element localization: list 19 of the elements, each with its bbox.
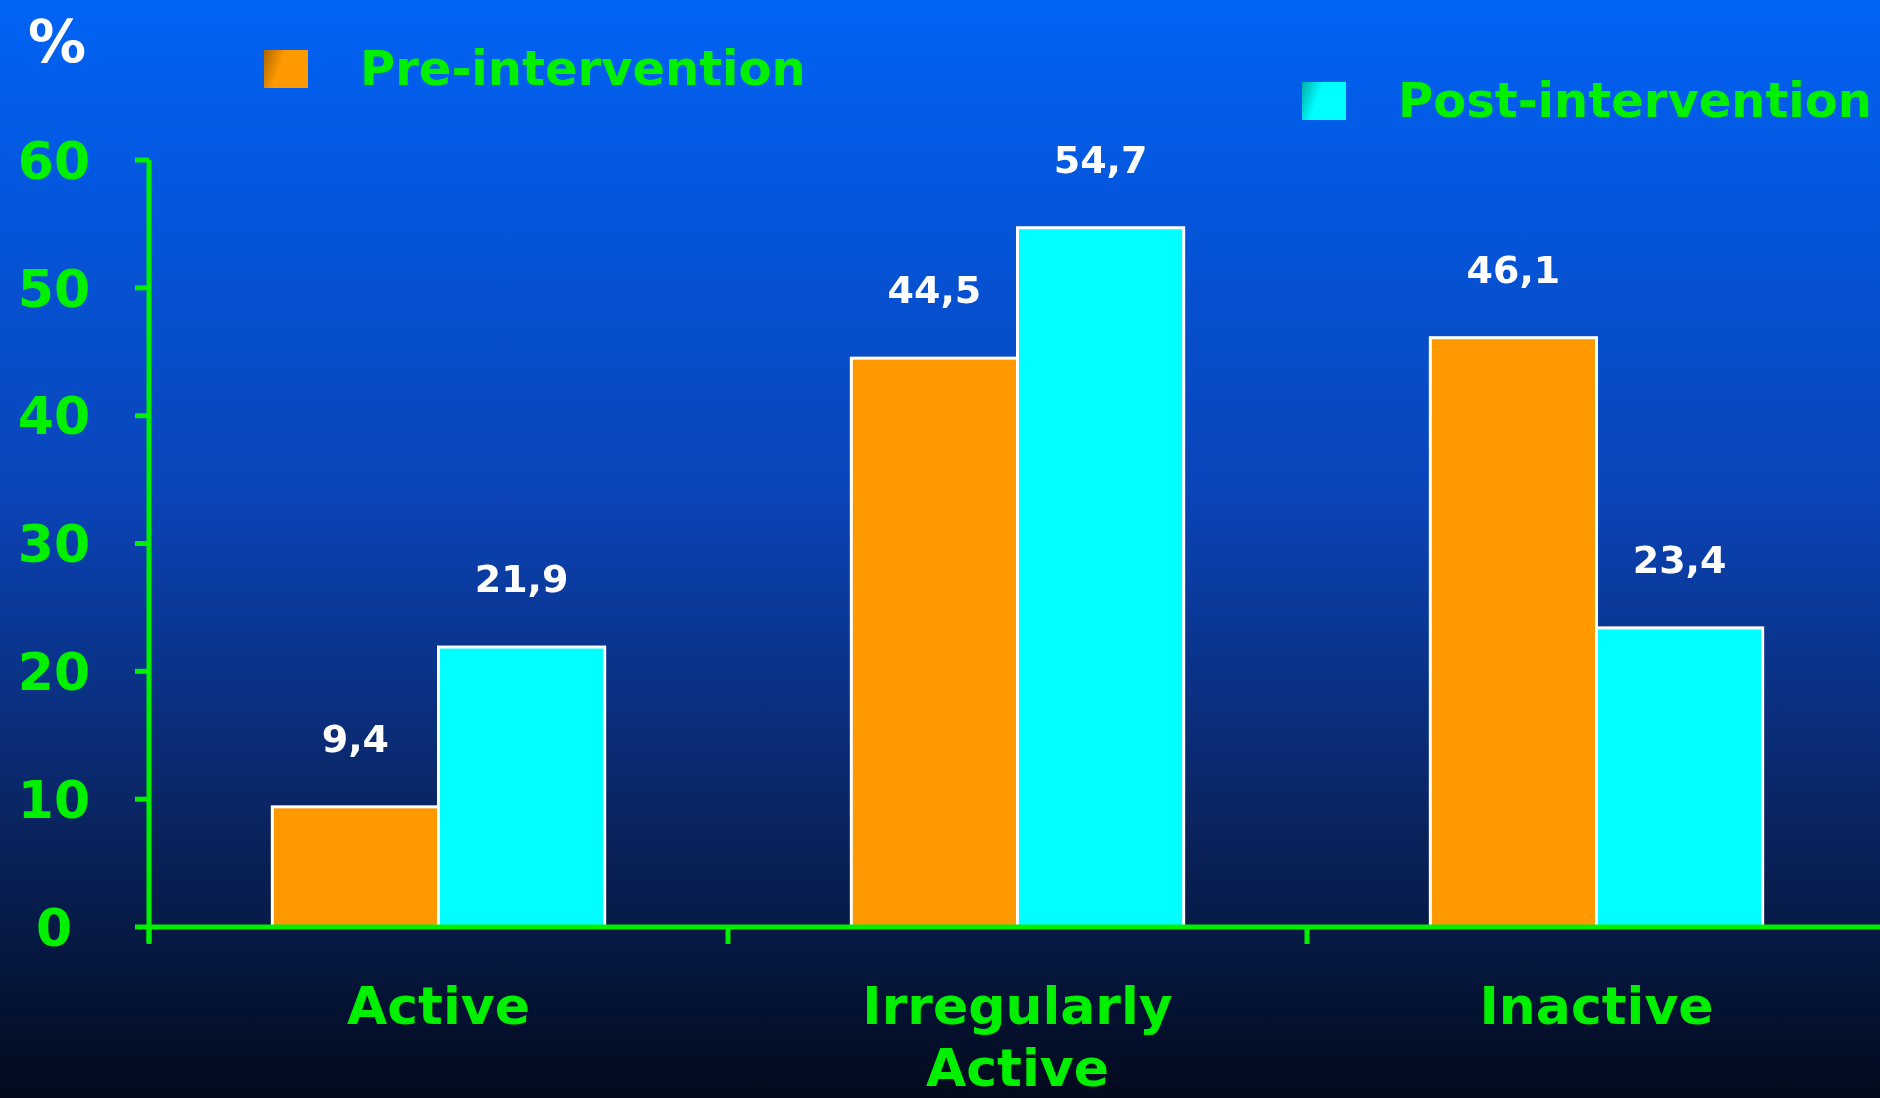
y-tick-label: 50 xyxy=(17,258,91,319)
data-label: 21,9 xyxy=(474,557,569,602)
data-label: 54,7 xyxy=(1053,137,1148,182)
y-tick-label: 0 xyxy=(35,897,73,958)
y-tick-label: 40 xyxy=(17,386,91,447)
legend-label: Post-intervention xyxy=(1398,72,1872,129)
data-label: 46,1 xyxy=(1466,247,1561,292)
data-label: 23,4 xyxy=(1632,537,1727,582)
x-tick-label: Irregularly Active xyxy=(862,976,1173,1098)
x-tick-label: Active xyxy=(347,976,530,1036)
legend-label: Pre-intervention xyxy=(360,40,806,97)
y-tick-label: 60 xyxy=(17,130,91,191)
y-axis-title: % xyxy=(28,8,87,76)
x-tick-label: Inactive xyxy=(1479,976,1714,1036)
y-tick-label: 10 xyxy=(17,769,91,830)
y-tick-label: 20 xyxy=(17,642,91,703)
data-label: 44,5 xyxy=(887,268,982,313)
y-tick-label: 30 xyxy=(17,514,91,575)
data-label: 9,4 xyxy=(321,716,390,761)
